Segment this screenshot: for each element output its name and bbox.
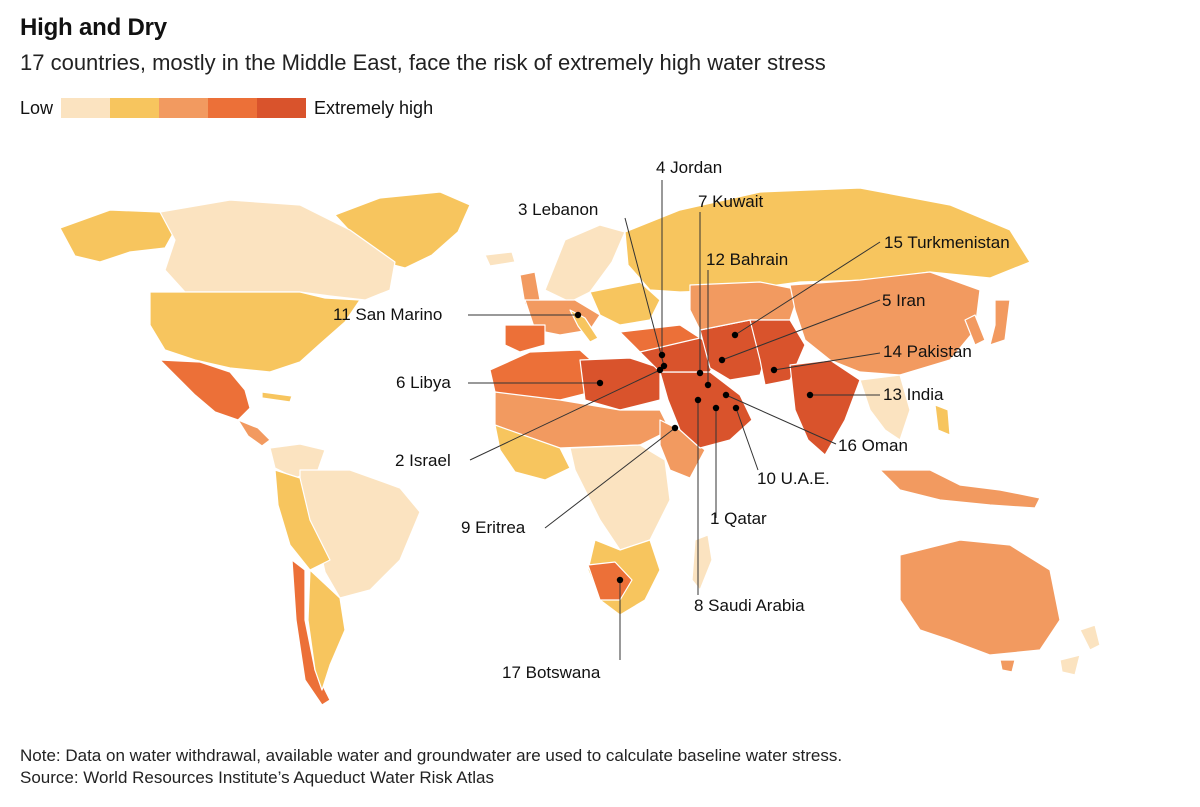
legend-swatch-low: [61, 98, 111, 118]
region-libya-egypt: [579, 357, 661, 411]
region-central-america: [237, 419, 271, 447]
marker-14: [770, 366, 778, 374]
leader-line-5: [721, 299, 881, 361]
country-label-6: 6 Libya: [396, 373, 451, 392]
region-alaska: [59, 209, 176, 263]
leader-line-9: [544, 427, 676, 529]
marker-13: [806, 391, 814, 399]
marker-7: [696, 369, 704, 377]
country-shapes: [59, 187, 1101, 706]
country-label-12: 12 Bahrain: [706, 250, 788, 269]
leader-line-15: [734, 241, 881, 336]
legend-high-label: Extremely high: [314, 97, 434, 118]
marker-3: [660, 362, 668, 370]
country-label-4: 4 Jordan: [656, 158, 722, 177]
marker-16: [722, 391, 730, 399]
country-label-2: 2 Israel: [395, 451, 451, 470]
region-iberia: [504, 324, 546, 353]
footnote: Note: Data on water withdrawal, availabl…: [20, 745, 842, 789]
region-russia: [624, 187, 1031, 293]
country-label-9: 9 Eritrea: [461, 518, 526, 537]
region-se-asia: [859, 374, 911, 441]
legend-swatch-medium-high: [159, 98, 209, 118]
leader-line-14: [773, 352, 881, 371]
chart-title: High and Dry: [20, 14, 167, 41]
marker-5: [718, 356, 726, 364]
source-text: Source: World Resources Institute’s Aque…: [20, 768, 495, 787]
region-eastern-europe: [589, 281, 661, 326]
country-label-13: 13 India: [883, 385, 944, 404]
region-peru-bolivia: [274, 469, 331, 571]
chart-subtitle: 17 countries, mostly in the Middle East,…: [20, 50, 826, 75]
marker-11: [574, 311, 582, 319]
region-tasmania: [999, 659, 1016, 673]
marker-2: [656, 366, 664, 374]
marker-12: [704, 381, 712, 389]
region-botswana-namibia: [587, 561, 633, 601]
region-argentina: [307, 569, 346, 691]
leader-line-10: [735, 407, 759, 471]
region-iceland: [484, 251, 516, 267]
region-australia: [899, 539, 1061, 656]
marker-6: [596, 379, 604, 387]
marker-4: [658, 351, 666, 359]
marker-10: [732, 404, 740, 412]
legend-swatch-high: [208, 98, 258, 118]
leader-line-3: [624, 217, 665, 367]
country-label-8: 8 Saudi Arabia: [694, 596, 805, 615]
region-mexico: [159, 359, 251, 421]
legend: Low Extremely high: [20, 96, 433, 120]
country-label-16: 16 Oman: [838, 436, 908, 455]
legend-swatches: [61, 98, 307, 118]
region-arabia: [659, 371, 753, 449]
label-leader-lines: [468, 180, 881, 660]
region-korea-japan: [964, 299, 1011, 346]
marker-8: [694, 396, 702, 404]
region-usa: [149, 291, 361, 373]
leader-line-16: [725, 394, 837, 445]
marker-15: [731, 331, 739, 339]
country-label-10: 10 U.A.E.: [757, 469, 830, 488]
country-label-7: 7 Kuwait: [698, 192, 763, 211]
region-indonesia: [879, 469, 1041, 509]
country-labels: 1 Qatar 2 Israel 3 Lebanon 4 Jordan 5 Iran 6 …: [333, 158, 1010, 682]
legend-swatch-low-medium: [110, 98, 160, 118]
region-canada: [159, 199, 396, 301]
country-label-5: 5 Iran: [882, 291, 925, 310]
country-markers: [574, 311, 814, 584]
note-text: Note: Data on water withdrawal, availabl…: [20, 746, 843, 765]
marker-17: [616, 576, 624, 584]
country-label-3: 3 Lebanon: [518, 200, 598, 219]
legend-swatch-extremely-high: [257, 98, 307, 118]
legend-low-label: Low: [20, 97, 54, 118]
region-cuba: [261, 391, 293, 403]
region-china-mongolia: [789, 271, 981, 376]
leader-line-2: [469, 369, 661, 461]
region-madagascar: [691, 534, 713, 591]
country-label-15: 15 Turkmenistan: [884, 233, 1010, 252]
country-label-17: 17 Botswana: [502, 663, 601, 682]
region-chile: [291, 559, 331, 706]
region-new-zealand: [1059, 624, 1101, 676]
country-label-1: 1 Qatar: [710, 509, 767, 528]
country-label-11: 11 San Marino: [333, 305, 442, 324]
marker-9: [671, 424, 679, 432]
marker-1: [712, 404, 720, 412]
region-philippines: [934, 404, 951, 436]
country-label-14: 14 Pakistan: [883, 342, 972, 361]
world-map: 1 Qatar 2 Israel 3 Lebanon 4 Jordan 5 Iran 6 …: [59, 158, 1101, 706]
